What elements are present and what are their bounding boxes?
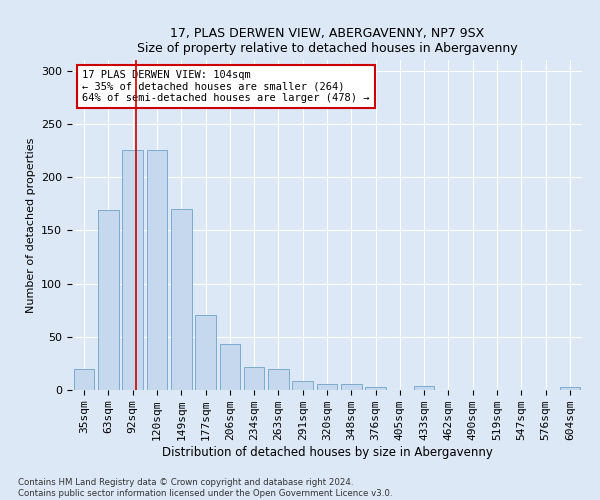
- Bar: [98, 210, 119, 390]
- Bar: [171, 209, 191, 390]
- Bar: [365, 387, 386, 390]
- Bar: [146, 150, 167, 390]
- Y-axis label: Number of detached properties: Number of detached properties: [26, 138, 35, 312]
- Bar: [220, 344, 240, 390]
- Title: 17, PLAS DERWEN VIEW, ABERGAVENNY, NP7 9SX
Size of property relative to detached: 17, PLAS DERWEN VIEW, ABERGAVENNY, NP7 9…: [137, 26, 517, 54]
- Bar: [268, 368, 289, 390]
- Text: 17 PLAS DERWEN VIEW: 104sqm
← 35% of detached houses are smaller (264)
64% of se: 17 PLAS DERWEN VIEW: 104sqm ← 35% of det…: [82, 70, 370, 103]
- Text: Contains HM Land Registry data © Crown copyright and database right 2024.
Contai: Contains HM Land Registry data © Crown c…: [18, 478, 392, 498]
- Bar: [560, 387, 580, 390]
- Bar: [414, 386, 434, 390]
- Bar: [195, 316, 216, 390]
- Bar: [292, 382, 313, 390]
- Bar: [122, 150, 143, 390]
- Bar: [244, 366, 265, 390]
- Bar: [341, 384, 362, 390]
- Bar: [74, 368, 94, 390]
- Bar: [317, 384, 337, 390]
- X-axis label: Distribution of detached houses by size in Abergavenny: Distribution of detached houses by size …: [161, 446, 493, 459]
